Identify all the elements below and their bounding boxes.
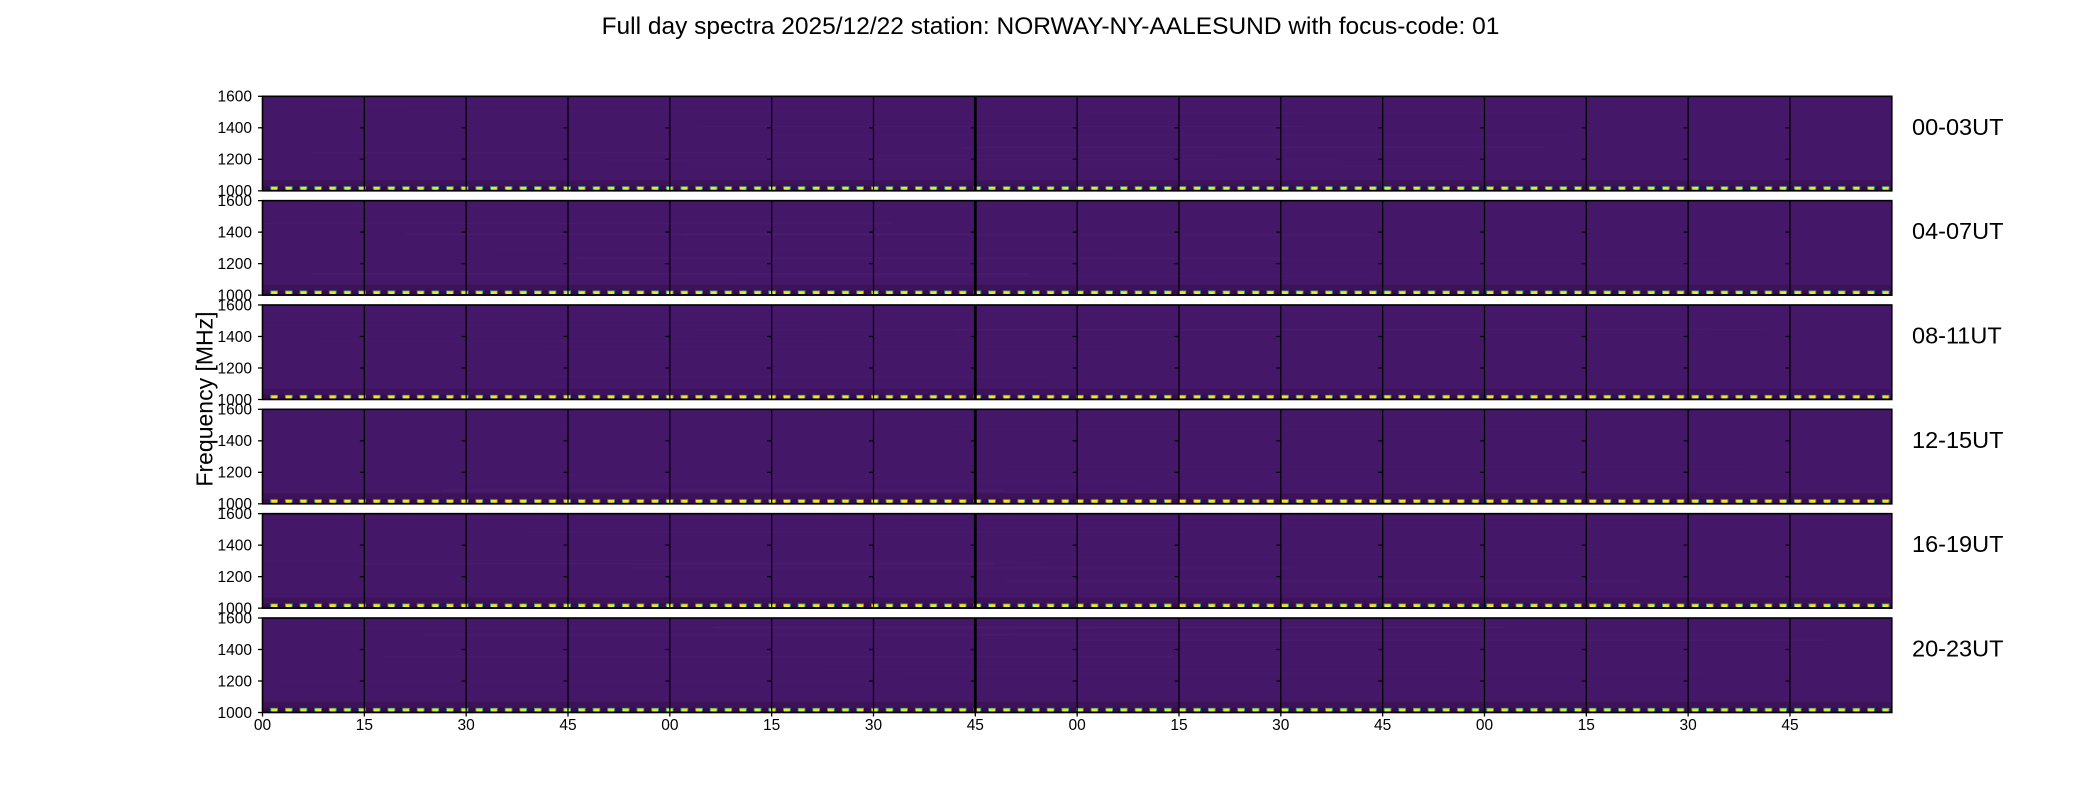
svg-text:1200: 1200 bbox=[218, 673, 253, 690]
svg-text:30: 30 bbox=[1680, 717, 1698, 734]
svg-text:00-03UT: 00-03UT bbox=[1912, 114, 2003, 140]
svg-text:15: 15 bbox=[1578, 717, 1595, 734]
svg-text:45: 45 bbox=[967, 717, 984, 734]
svg-text:1000: 1000 bbox=[218, 496, 253, 513]
svg-text:1200: 1200 bbox=[218, 569, 253, 586]
svg-text:16-19UT: 16-19UT bbox=[1912, 531, 2003, 557]
svg-text:45: 45 bbox=[1374, 717, 1391, 734]
svg-text:15: 15 bbox=[1170, 717, 1187, 734]
svg-text:04-07UT: 04-07UT bbox=[1912, 218, 2003, 244]
svg-text:1600: 1600 bbox=[218, 402, 253, 419]
svg-text:1400: 1400 bbox=[218, 433, 253, 450]
svg-text:30: 30 bbox=[865, 717, 883, 734]
svg-text:00: 00 bbox=[661, 717, 679, 734]
svg-text:1200: 1200 bbox=[218, 360, 253, 377]
svg-text:45: 45 bbox=[1781, 717, 1798, 734]
svg-text:00: 00 bbox=[1069, 717, 1087, 734]
svg-text:1600: 1600 bbox=[218, 89, 253, 106]
svg-text:15: 15 bbox=[763, 717, 780, 734]
svg-text:12-15UT: 12-15UT bbox=[1912, 427, 2003, 453]
svg-text:1000: 1000 bbox=[218, 288, 253, 305]
svg-text:1600: 1600 bbox=[218, 506, 253, 523]
svg-text:00: 00 bbox=[254, 717, 272, 734]
svg-text:30: 30 bbox=[1272, 717, 1290, 734]
svg-text:Frequency [MHz]: Frequency [MHz] bbox=[192, 311, 218, 486]
svg-text:00: 00 bbox=[1476, 717, 1494, 734]
svg-text:30: 30 bbox=[458, 717, 476, 734]
svg-text:1000: 1000 bbox=[218, 392, 253, 409]
svg-text:15: 15 bbox=[356, 717, 373, 734]
svg-text:45: 45 bbox=[559, 717, 576, 734]
svg-text:08-11UT: 08-11UT bbox=[1912, 322, 2002, 348]
svg-text:1000: 1000 bbox=[218, 183, 253, 200]
svg-text:1600: 1600 bbox=[218, 193, 253, 210]
svg-text:1000: 1000 bbox=[218, 705, 253, 722]
svg-text:1400: 1400 bbox=[218, 538, 253, 555]
svg-text:1600: 1600 bbox=[218, 297, 253, 314]
svg-text:1000: 1000 bbox=[218, 601, 253, 618]
svg-text:1400: 1400 bbox=[218, 329, 253, 346]
svg-text:1200: 1200 bbox=[218, 256, 253, 273]
svg-text:1200: 1200 bbox=[218, 465, 253, 482]
svg-text:1400: 1400 bbox=[218, 225, 253, 242]
svg-text:1200: 1200 bbox=[218, 152, 253, 169]
svg-text:1600: 1600 bbox=[218, 610, 253, 627]
svg-text:1400: 1400 bbox=[218, 642, 253, 659]
svg-text:1400: 1400 bbox=[218, 120, 253, 137]
svg-text:20-23UT: 20-23UT bbox=[1912, 636, 2003, 662]
svg-text:Full day spectra 2025/12/22 st: Full day spectra 2025/12/22 station: NOR… bbox=[602, 13, 1500, 40]
